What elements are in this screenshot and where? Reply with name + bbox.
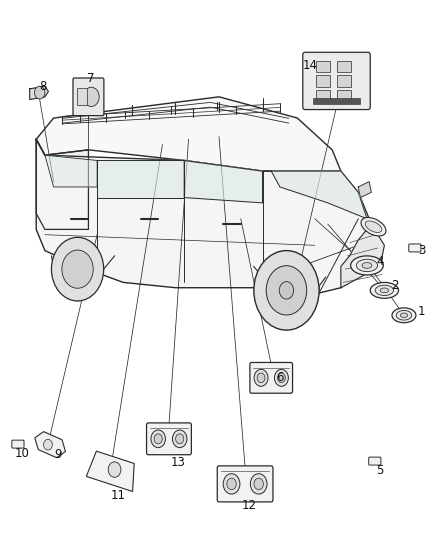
Polygon shape [36, 139, 380, 293]
Circle shape [154, 434, 162, 444]
Polygon shape [35, 432, 65, 458]
Ellipse shape [396, 310, 412, 320]
Text: 4: 4 [376, 255, 384, 268]
Text: 9: 9 [54, 448, 62, 461]
Bar [337, 90, 351, 101]
Circle shape [223, 474, 240, 494]
Ellipse shape [400, 313, 408, 318]
Bar [313, 98, 360, 104]
Text: 11: 11 [110, 489, 126, 502]
Ellipse shape [361, 217, 386, 236]
Bar [316, 90, 329, 101]
Circle shape [254, 478, 263, 490]
Polygon shape [30, 86, 48, 100]
Text: 13: 13 [170, 456, 185, 469]
Text: 1: 1 [417, 305, 425, 318]
Circle shape [108, 462, 121, 477]
Circle shape [176, 434, 184, 444]
Circle shape [275, 369, 288, 386]
Ellipse shape [351, 256, 383, 275]
Polygon shape [271, 171, 367, 219]
Circle shape [254, 369, 268, 386]
FancyBboxPatch shape [217, 466, 273, 502]
FancyBboxPatch shape [147, 423, 191, 455]
FancyBboxPatch shape [369, 457, 381, 465]
Polygon shape [97, 160, 184, 198]
Bar [337, 61, 351, 72]
Bar [316, 61, 329, 72]
FancyBboxPatch shape [303, 52, 370, 110]
Circle shape [254, 251, 319, 330]
Text: 7: 7 [87, 72, 94, 85]
FancyBboxPatch shape [250, 362, 293, 393]
Circle shape [35, 86, 45, 99]
Circle shape [257, 373, 265, 383]
Polygon shape [45, 155, 97, 187]
Text: 8: 8 [39, 80, 46, 93]
Ellipse shape [357, 259, 378, 272]
Polygon shape [36, 97, 341, 171]
Circle shape [51, 237, 104, 301]
Circle shape [251, 474, 267, 494]
Circle shape [62, 250, 93, 288]
Circle shape [278, 373, 285, 383]
Polygon shape [358, 182, 371, 198]
Text: 10: 10 [15, 447, 30, 459]
Ellipse shape [362, 263, 372, 268]
Text: 2: 2 [392, 279, 399, 292]
Ellipse shape [365, 221, 382, 232]
Circle shape [83, 87, 99, 107]
Circle shape [279, 281, 293, 299]
FancyBboxPatch shape [12, 440, 24, 448]
FancyBboxPatch shape [73, 78, 104, 116]
Polygon shape [86, 451, 134, 491]
Circle shape [43, 439, 53, 450]
Bar [77, 88, 87, 106]
Circle shape [151, 430, 166, 448]
Text: 3: 3 [418, 244, 425, 257]
Text: 6: 6 [276, 372, 284, 384]
Ellipse shape [392, 308, 416, 322]
Text: 14: 14 [303, 59, 318, 71]
Bar [337, 75, 351, 87]
FancyBboxPatch shape [409, 244, 421, 252]
Circle shape [227, 478, 236, 490]
Bar [316, 75, 329, 87]
Polygon shape [184, 160, 262, 203]
Ellipse shape [375, 285, 394, 295]
Ellipse shape [370, 282, 399, 298]
Circle shape [173, 430, 187, 448]
Text: 5: 5 [376, 464, 384, 477]
Polygon shape [341, 224, 385, 288]
Circle shape [266, 266, 307, 315]
Ellipse shape [380, 288, 389, 293]
Text: 12: 12 [242, 498, 257, 512]
Polygon shape [36, 139, 88, 229]
